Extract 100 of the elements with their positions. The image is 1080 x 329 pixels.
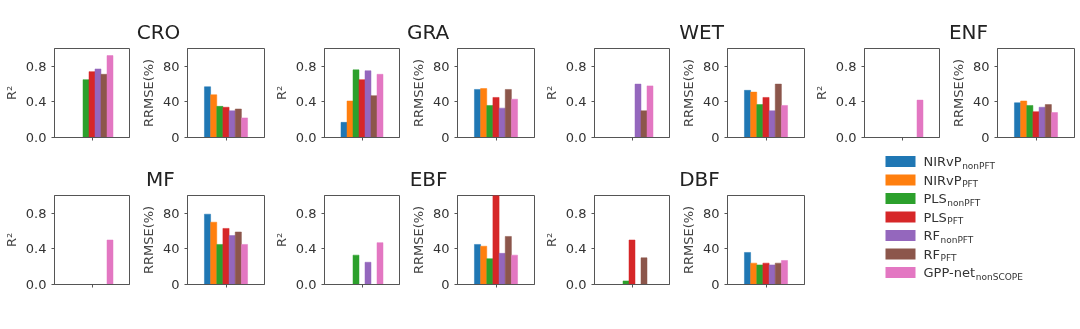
bar xyxy=(216,244,224,285)
chart-title: DBF xyxy=(679,166,720,191)
y-tick-label: 0 xyxy=(711,130,720,145)
bar xyxy=(1038,106,1046,138)
y-tick-label: 0.0 xyxy=(295,130,317,145)
bar xyxy=(750,262,758,285)
y-axis-title: R² xyxy=(273,232,289,248)
chart-title: MF xyxy=(145,166,175,191)
bar xyxy=(781,105,788,138)
y-axis-title: RRMSE(%) xyxy=(140,58,156,128)
chart-title: EBF xyxy=(409,166,448,191)
bar xyxy=(364,262,372,285)
bar xyxy=(474,244,481,285)
y-tick-label: 80 xyxy=(702,205,720,221)
bar xyxy=(640,257,648,285)
bar xyxy=(646,85,654,138)
bar xyxy=(204,86,211,138)
bar xyxy=(241,244,248,285)
y-tick-label: 0 xyxy=(171,130,180,145)
chart-title: ENF xyxy=(948,19,989,44)
y-axis-title: R² xyxy=(3,85,19,101)
bar xyxy=(1051,112,1058,138)
bar xyxy=(774,83,782,138)
bar xyxy=(1014,102,1021,138)
y-tick-label: 0.8 xyxy=(25,58,47,74)
y-tick-label: 40 xyxy=(972,94,990,110)
y-tick-label: 0.8 xyxy=(295,205,317,221)
y-tick-label: 80 xyxy=(702,58,720,74)
y-axis-title: RRMSE(%) xyxy=(410,58,426,128)
y-axis-title: R² xyxy=(543,85,559,101)
bar xyxy=(762,262,770,285)
y-tick-label: 40 xyxy=(702,94,720,110)
bar xyxy=(622,280,630,285)
bar xyxy=(376,242,384,285)
y-axis-title: RRMSE(%) xyxy=(950,58,966,128)
y-axis-title: R² xyxy=(3,232,19,248)
bar xyxy=(241,117,248,138)
bar xyxy=(376,74,384,138)
bar xyxy=(762,97,770,138)
bar xyxy=(234,108,242,138)
bar xyxy=(358,79,366,138)
bar xyxy=(210,94,218,138)
y-tick-label: 0 xyxy=(711,277,720,292)
y-tick-label: 40 xyxy=(702,241,720,257)
y-tick-label: 0.4 xyxy=(835,94,857,110)
bar xyxy=(352,69,360,138)
y-tick-label: 0.8 xyxy=(25,205,47,221)
y-tick-label: 0.0 xyxy=(25,277,47,292)
bar xyxy=(228,110,236,138)
y-tick-label: 0.0 xyxy=(565,277,587,292)
bar xyxy=(504,236,512,285)
y-tick-label: 0.4 xyxy=(25,94,47,110)
bar xyxy=(222,106,230,138)
bar xyxy=(474,89,481,138)
bar xyxy=(82,79,90,138)
y-axis-title: RRMSE(%) xyxy=(410,205,426,275)
bar xyxy=(88,71,96,138)
bar xyxy=(781,260,788,285)
bar xyxy=(634,83,642,138)
bar xyxy=(768,264,776,285)
y-tick-label: 0.8 xyxy=(565,205,587,221)
bar xyxy=(756,264,764,285)
bar xyxy=(106,55,114,138)
y-tick-label: 0.8 xyxy=(565,58,587,74)
chart-title: WET xyxy=(679,19,725,44)
y-tick-label: 0.0 xyxy=(295,277,317,292)
y-tick-label: 0.4 xyxy=(565,241,587,257)
y-tick-label: 80 xyxy=(432,58,450,74)
y-tick-label: 0.0 xyxy=(565,130,587,145)
bar xyxy=(94,68,102,138)
y-tick-label: 0.4 xyxy=(295,94,317,110)
y-tick-label: 0.4 xyxy=(565,94,587,110)
y-tick-label: 40 xyxy=(432,94,450,110)
bar xyxy=(1026,105,1034,138)
y-tick-label: 40 xyxy=(162,94,180,110)
bar xyxy=(1032,111,1040,138)
bar xyxy=(628,239,636,285)
y-tick-label: 0.4 xyxy=(295,241,317,257)
y-tick-label: 80 xyxy=(972,58,990,74)
y-tick-label: 0.8 xyxy=(835,58,857,74)
y-axis-title: R² xyxy=(813,85,829,101)
bar xyxy=(204,213,211,285)
bar xyxy=(750,91,758,138)
y-tick-label: 0.0 xyxy=(25,130,47,145)
bar xyxy=(346,100,354,138)
bar xyxy=(100,74,108,138)
y-tick-label: 40 xyxy=(432,241,450,257)
bar xyxy=(480,88,488,138)
chart-title: CRO xyxy=(136,19,181,44)
y-tick-label: 0.8 xyxy=(295,58,317,74)
bar xyxy=(370,95,378,138)
bar xyxy=(774,262,782,285)
bar xyxy=(504,89,512,138)
y-axis-title: RRMSE(%) xyxy=(680,205,696,275)
y-tick-label: 80 xyxy=(432,205,450,221)
chart-title: GRA xyxy=(407,19,450,44)
y-tick-label: 40 xyxy=(162,241,180,257)
bar xyxy=(498,107,506,138)
bar xyxy=(744,252,751,285)
bar xyxy=(340,122,348,138)
